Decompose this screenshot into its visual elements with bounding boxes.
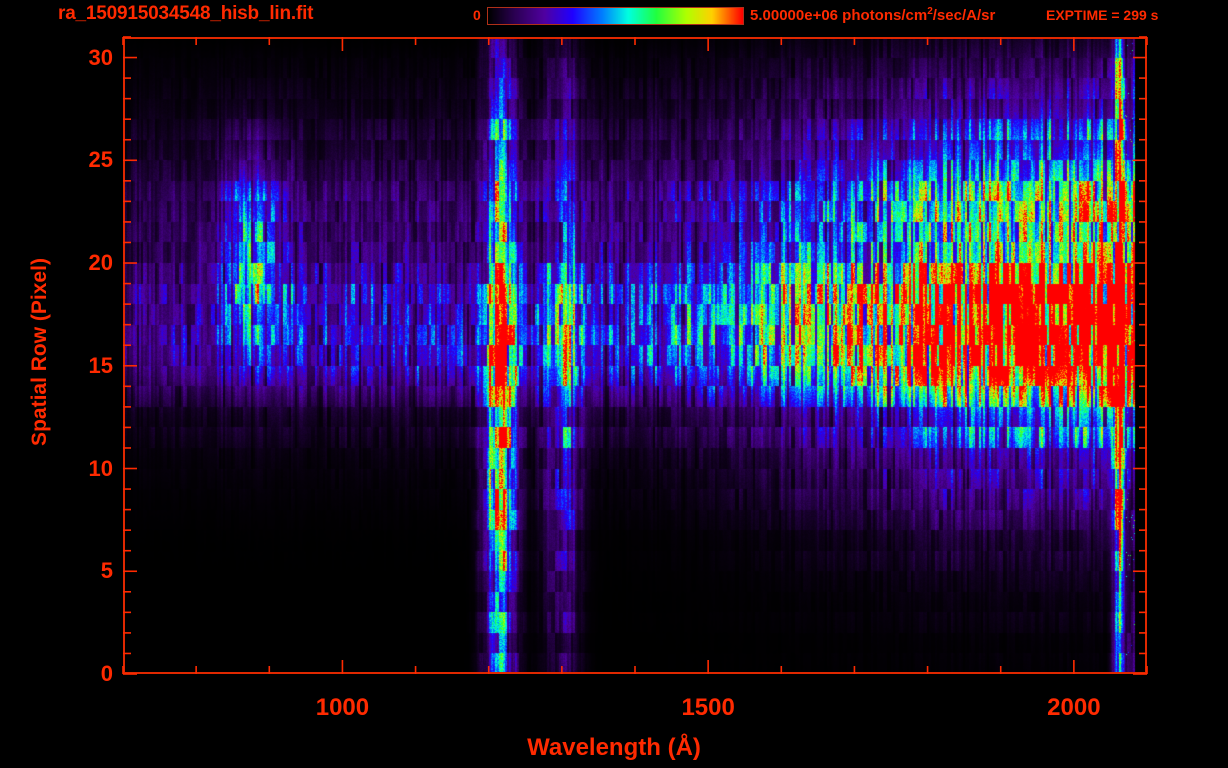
colorbar-max-value: 5.00000e+06: [750, 7, 839, 24]
x-tick-label: 2000: [1047, 694, 1101, 721]
y-tick-label: 30: [88, 44, 113, 70]
spectrogram-heatmap: [123, 37, 1147, 674]
x-tick-label: 1000: [315, 694, 370, 721]
y-axis-tick-labels: 0 5 10 15 20 25 30: [0, 0, 113, 768]
colorbar-min-label: 0: [473, 7, 481, 23]
plot-frame: [123, 37, 1147, 674]
colorbar-gradient: [487, 7, 744, 25]
x-tick-label: 1500: [681, 694, 735, 721]
y-tick-label: 10: [88, 455, 113, 481]
y-tick-label: 0: [100, 661, 113, 686]
colorbar-units-post: /sec/A/sr: [932, 7, 996, 24]
file-title: ra_150915034548_hisb_lin.fit: [58, 3, 314, 24]
exptime-label: EXPTIME = 299 s: [1046, 7, 1159, 23]
y-axis-title: Spatial Row (Pixel): [28, 258, 51, 446]
colorbar-max-label: 5.00000e+06 photons/cm2/sec/A/sr: [750, 6, 995, 24]
y-tick-label: 20: [88, 250, 113, 276]
colorbar-units-pre: photons/cm: [838, 7, 928, 24]
y-tick-label: 25: [88, 147, 113, 173]
colorbar-units-exponent: 2: [927, 6, 933, 17]
y-tick-label: 5: [100, 558, 113, 584]
x-axis-title: Wavelength (Å): [527, 734, 701, 761]
y-tick-label: 15: [88, 352, 113, 378]
